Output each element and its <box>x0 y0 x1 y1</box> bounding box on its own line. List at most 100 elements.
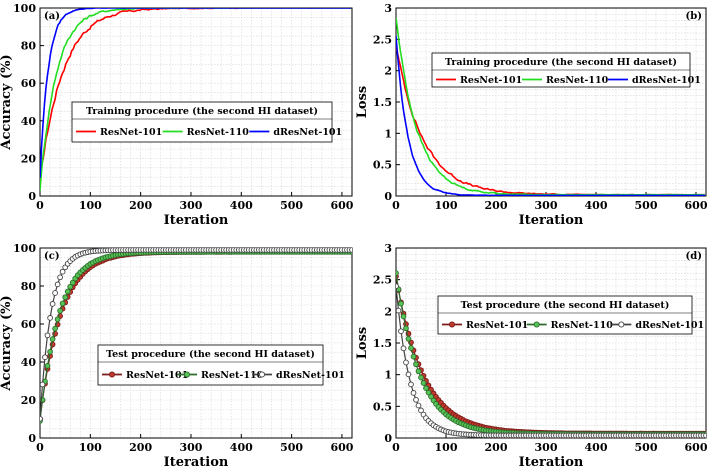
legend-entry: dResNet-101 <box>632 75 701 86</box>
y-axis-label: Loss <box>355 86 370 118</box>
legend-title: Test procedure (the second HI dataset) <box>461 300 670 311</box>
x-tick-label: 600 <box>330 441 353 454</box>
data-point <box>403 359 409 366</box>
y-tick-label: 20 <box>21 394 37 407</box>
x-tick-label: 500 <box>635 199 658 212</box>
data-point <box>418 374 424 381</box>
panel-label: (b) <box>686 11 702 22</box>
y-tick-label: 1 <box>384 127 392 140</box>
y-tick-label: 100 <box>13 2 36 15</box>
y-tick-label: 40 <box>21 356 37 369</box>
data-point <box>415 402 422 409</box>
x-tick-label: 400 <box>585 441 608 454</box>
data-point <box>47 348 53 355</box>
legend-entry: ResNet-110 <box>187 127 250 138</box>
y-tick-label: 60 <box>21 318 37 331</box>
x-tick-label: 100 <box>435 441 458 454</box>
x-tick-label: 500 <box>280 199 303 212</box>
y-tick-label: 1.5 <box>373 96 392 109</box>
x-tick-label: 400 <box>230 199 253 212</box>
series-ResNet-110 <box>40 8 351 191</box>
x-tick-label: 0 <box>392 441 400 454</box>
series-dResNet-101 <box>40 8 351 178</box>
legend-entry: ResNet-101 <box>126 370 188 381</box>
data-point <box>425 389 432 396</box>
data-point <box>40 381 46 388</box>
data-point <box>410 390 417 396</box>
x-tick-label: 400 <box>585 199 608 212</box>
data-point <box>418 407 424 414</box>
y-tick-label: 60 <box>21 77 37 90</box>
y-tick-label: 1 <box>384 369 392 382</box>
y-tick-label: 0 <box>28 432 36 445</box>
x-tick-label: 300 <box>535 441 558 454</box>
data-point <box>408 345 414 351</box>
legend-title: Training procedure (the second HI datase… <box>445 57 677 68</box>
legend-entry: dResNet-101 <box>276 370 345 381</box>
data-point <box>49 301 56 307</box>
y-tick-label: 0 <box>384 432 392 445</box>
data-point <box>396 307 402 314</box>
y-tick-label: 2 <box>384 65 392 78</box>
legend-entry: ResNet-110 <box>201 370 264 381</box>
y-axis-label: Accuracy (%) <box>0 295 14 391</box>
data-point <box>59 268 66 275</box>
data-point <box>403 325 409 332</box>
data-point <box>59 300 66 307</box>
data-point <box>54 281 61 288</box>
legend-marker <box>183 371 191 378</box>
y-tick-label: 0.5 <box>373 159 392 172</box>
x-tick-label: 200 <box>485 441 508 454</box>
x-axis-label: Iteration <box>519 213 584 228</box>
x-tick-label: 100 <box>79 199 102 212</box>
legend-entry: ResNet-101 <box>100 127 162 138</box>
legend: Training procedure (the second HI datase… <box>71 101 342 143</box>
x-tick-label: 100 <box>79 441 102 454</box>
data-point <box>47 315 53 321</box>
x-axis-label: Iteration <box>164 213 229 228</box>
data-point <box>44 363 51 369</box>
y-tick-label: 3 <box>384 2 392 15</box>
legend: Training procedure (the second HI datase… <box>431 52 701 88</box>
panel-label: (c) <box>44 251 60 262</box>
chart-b: 0 100 200 300 400 500 600 0 0.5 1 1.5 2 2.5 3 Iteratio… <box>355 2 708 228</box>
x-tick-label: 200 <box>129 441 152 454</box>
chart-c: 0 100 200 300 400 500 600 0 20 40 60 80 100 Iteration… <box>0 242 354 468</box>
data-point <box>405 371 412 378</box>
x-tick-label: 300 <box>535 199 558 212</box>
legend-marker <box>258 371 266 378</box>
y-tick-label: 20 <box>21 152 37 165</box>
data-point <box>405 335 412 342</box>
x-tick-label: 600 <box>330 199 353 212</box>
legend: Test procedure (the second HI dataset) Re… <box>97 344 345 386</box>
data-point <box>64 288 71 295</box>
data-point <box>396 270 399 276</box>
legend-entry: ResNet-110 <box>546 75 609 86</box>
data-point <box>52 290 58 296</box>
y-tick-label: 0 <box>28 190 36 203</box>
legend-marker <box>448 321 456 328</box>
legend-box <box>71 101 333 143</box>
legend-marker <box>618 321 625 328</box>
x-tick-label: 200 <box>129 199 152 212</box>
x-tick-label: 600 <box>685 199 708 212</box>
x-tick-label: 200 <box>485 199 508 212</box>
data-point <box>428 393 434 400</box>
x-tick-label: 500 <box>635 441 658 454</box>
series-line <box>396 35 705 196</box>
y-tick-label: 0 <box>384 190 392 203</box>
y-axis-label: Loss <box>355 327 370 359</box>
y-tick-label: 0.5 <box>373 400 392 413</box>
chart-a: 0 100 200 300 400 500 600 0 20 40 60 80 100 Iteration… <box>0 2 354 228</box>
data-point <box>42 354 48 361</box>
x-tick-label: 0 <box>392 199 400 212</box>
data-point <box>40 415 43 422</box>
data-point <box>400 313 407 320</box>
legend-entry: ResNet-101 <box>460 75 522 86</box>
y-tick-label: 2.5 <box>373 33 392 46</box>
series-dResNet-101 <box>396 283 706 438</box>
data-point <box>413 396 419 403</box>
x-tick-label: 100 <box>435 199 458 212</box>
x-axis-label: Iteration <box>164 455 229 468</box>
legend: Test procedure (the second HI dataset) Re… <box>437 295 704 335</box>
